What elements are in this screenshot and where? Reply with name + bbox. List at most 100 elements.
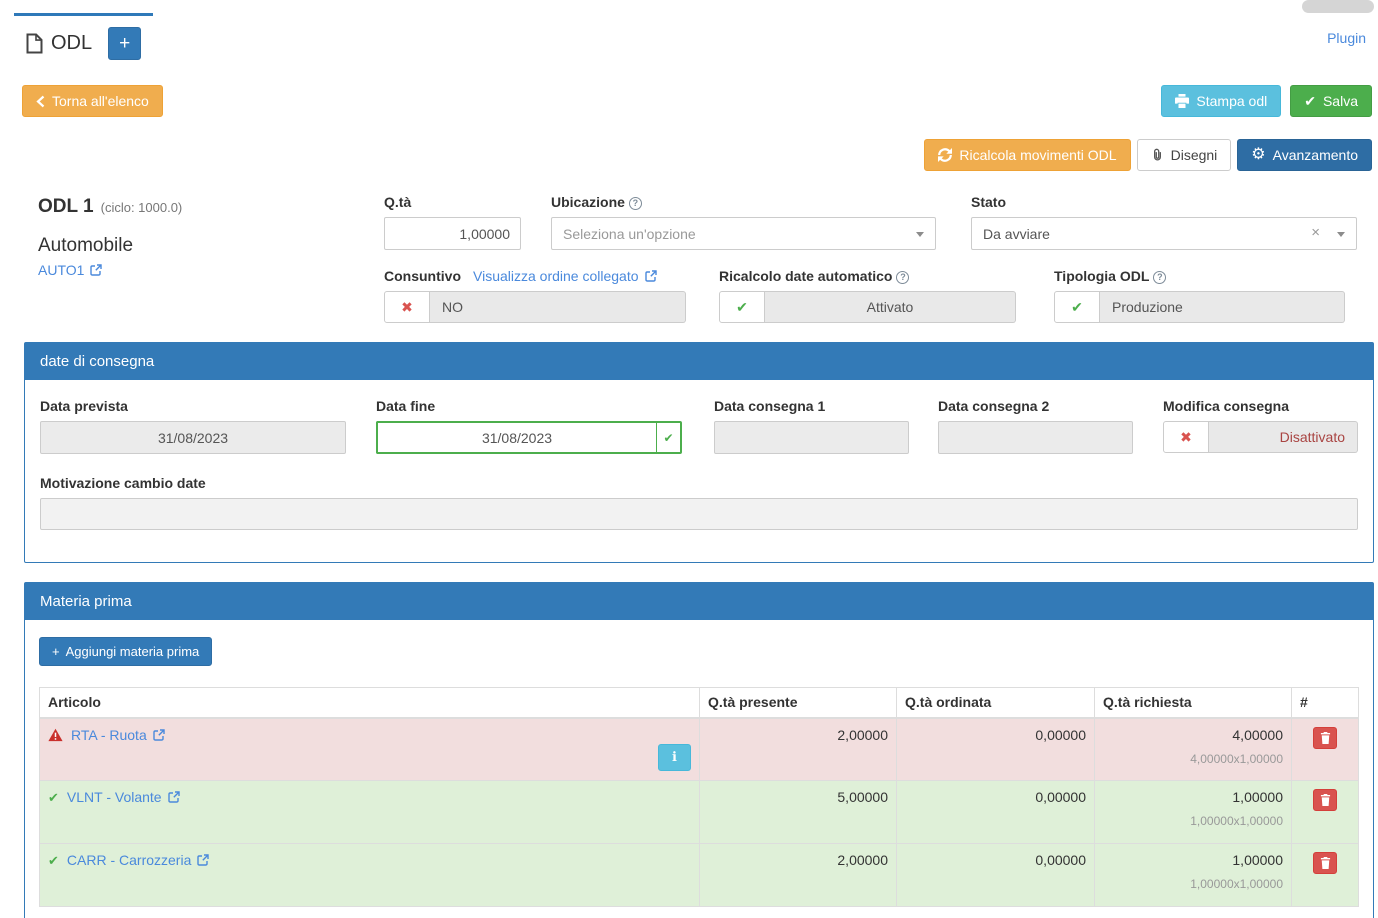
- drawings-label: Disegni: [1170, 147, 1218, 163]
- trash-button[interactable]: [1313, 789, 1337, 811]
- linked-order-link[interactable]: Visualizza ordine collegato: [473, 268, 657, 284]
- actions-cell: [1291, 780, 1359, 844]
- product-name: Automobile: [38, 235, 134, 256]
- delivery-panel-title: date di consegna: [25, 343, 1373, 380]
- location-select[interactable]: Seleziona un'opzione: [551, 217, 936, 250]
- modifica-consegna-toggle-button[interactable]: ✖: [1163, 421, 1209, 453]
- data-fine-confirm-button[interactable]: ✔: [656, 421, 682, 454]
- horizontal-scrollbar[interactable]: [1302, 0, 1374, 13]
- data-fine-input[interactable]: [376, 421, 656, 454]
- qty-required-value: 1,00000: [1232, 789, 1283, 805]
- odl-type-toggle-button[interactable]: ✔: [1054, 291, 1100, 323]
- article-link[interactable]: CARR - Carrozzeria: [67, 852, 210, 868]
- column-header-articolo: Articolo: [39, 687, 700, 719]
- recalculate-movements-button[interactable]: Ricalcola movimenti ODL: [924, 139, 1131, 171]
- article-cell: RTA - Ruota ℹ: [39, 717, 700, 781]
- odl-cycle: (ciclo: 1000.0): [100, 200, 183, 215]
- motivazione-field: Motivazione cambio date: [40, 475, 1358, 530]
- data-fine-label: Data fine: [376, 398, 436, 414]
- external-link-icon: [167, 791, 180, 803]
- motivazione-input[interactable]: [40, 498, 1358, 530]
- article-cell: ✔ CARR - Carrozzeria: [39, 843, 700, 907]
- refresh-icon: [938, 148, 953, 162]
- column-header-presente: Q.tà presente: [699, 687, 897, 719]
- actions-cell: [1291, 843, 1359, 907]
- qty-required-detail: 4,00000x1,00000: [1190, 751, 1283, 766]
- save-label: Salva: [1322, 93, 1358, 109]
- location-field: Ubicazione? Seleziona un'opzione: [551, 194, 936, 250]
- table-header-row: Articolo Q.tà presente Q.tà ordinata Q.t…: [39, 687, 1359, 719]
- back-button[interactable]: Torna all'elenco: [22, 85, 163, 117]
- chevron-down-icon: [916, 232, 924, 237]
- status-value: Da avviare: [983, 225, 1050, 242]
- article-cell: ✔ VLNT - Volante: [39, 780, 700, 844]
- file-icon: [26, 33, 43, 54]
- cross-icon: ✖: [1180, 428, 1192, 445]
- save-button[interactable]: ✔ Salva: [1290, 85, 1372, 117]
- trash-button[interactable]: [1313, 726, 1337, 749]
- actions-cell: [1291, 717, 1359, 781]
- status-field: Stato Da avviare ×: [971, 194, 1357, 250]
- auto-dates-label: Ricalcolo date automatico?: [719, 268, 1016, 284]
- odl-type-value: Produzione: [1100, 291, 1345, 323]
- print-button[interactable]: Stampa odl: [1161, 85, 1282, 117]
- modifica-consegna-label: Modifica consegna: [1163, 398, 1290, 414]
- help-icon[interactable]: ?: [896, 271, 910, 284]
- article-link[interactable]: RTA - Ruota: [71, 727, 165, 743]
- consuntivo-toggle: ✖ NO: [384, 291, 686, 323]
- data-consegna-2-label: Data consegna 2: [938, 398, 1050, 414]
- qty-required-cell: 1,00000 1,00000x1,00000: [1094, 780, 1292, 844]
- data-prevista-label: Data prevista: [40, 398, 128, 414]
- auto-dates-toggle-button[interactable]: ✔: [719, 291, 765, 323]
- modifica-consegna-field: Modifica consegna ✖ Disattivato: [1163, 398, 1358, 453]
- tab-odl[interactable]: ODL +: [14, 13, 153, 70]
- data-prevista-field: Data prevista: [40, 398, 346, 454]
- progress-button[interactable]: ⚙ Avanzamento: [1237, 139, 1372, 171]
- table-row: ✔ VLNT - Volante 5,00000 0,00000 1: [39, 780, 1359, 844]
- auto-dates-field: Ricalcolo date automatico? ✔ Attivato: [719, 268, 1016, 323]
- consuntivo-field: Consuntivo Visualizza ordine collegato ✖…: [384, 268, 686, 323]
- clear-icon[interactable]: ×: [1311, 224, 1320, 241]
- materials-panel: Materia prima + Aggiungi materia prima A…: [24, 582, 1374, 918]
- help-icon[interactable]: ?: [1153, 271, 1167, 284]
- product-code-link[interactable]: AUTO1: [38, 262, 103, 278]
- check-icon: ✔: [1071, 298, 1083, 315]
- qty-required-detail: 1,00000x1,00000: [1190, 877, 1283, 891]
- help-icon[interactable]: ?: [628, 197, 642, 210]
- print-label: Stampa odl: [1196, 93, 1268, 109]
- consuntivo-toggle-button[interactable]: ✖: [384, 291, 430, 323]
- add-material-label: Aggiungi materia prima: [65, 644, 200, 659]
- info-button[interactable]: ℹ: [658, 743, 691, 771]
- warning-icon: [48, 728, 63, 742]
- qty-present-cell: 2,00000: [699, 843, 897, 907]
- drawings-button[interactable]: Disegni: [1136, 139, 1232, 171]
- external-link-icon: [153, 728, 165, 741]
- odl-info: ODL 1 (ciclo: 1000.0) Automobile AUTO1: [38, 196, 182, 278]
- check-icon: ✔: [48, 852, 59, 868]
- materials-table: Articolo Q.tà presente Q.tà ordinata Q.t…: [39, 687, 1359, 907]
- plugin-link[interactable]: Plugin: [1327, 30, 1366, 46]
- toolbar-actions: Ricalcola movimenti ODL Disegni ⚙ Avanza…: [924, 139, 1372, 171]
- status-select[interactable]: Da avviare ×: [971, 217, 1357, 250]
- materials-panel-title: Materia prima: [25, 583, 1373, 620]
- plus-icon: +: [52, 644, 60, 659]
- auto-dates-value: Attivato: [765, 291, 1016, 323]
- motivazione-label: Motivazione cambio date: [40, 475, 206, 491]
- external-link-icon: [197, 854, 210, 866]
- info-icon: ℹ: [672, 749, 677, 764]
- add-material-button[interactable]: + Aggiungi materia prima: [39, 637, 213, 666]
- odl-type-label-text: Tipologia ODL: [1054, 268, 1150, 284]
- chevron-down-icon: [1337, 232, 1345, 237]
- chevron-left-icon: [36, 95, 45, 108]
- qty-present-cell: 2,00000: [699, 717, 897, 781]
- article-link[interactable]: VLNT - Volante: [67, 789, 180, 805]
- page-title: ODL: [51, 31, 93, 54]
- add-odl-button[interactable]: +: [108, 26, 142, 60]
- data-consegna-2-input: [938, 421, 1133, 454]
- toolbar-top-right: Stampa odl ✔ Salva: [1161, 85, 1372, 117]
- status-label: Stato: [971, 194, 1006, 210]
- recalculate-label: Ricalcola movimenti ODL: [959, 147, 1117, 163]
- trash-button[interactable]: [1313, 852, 1337, 874]
- qty-input[interactable]: [384, 217, 521, 250]
